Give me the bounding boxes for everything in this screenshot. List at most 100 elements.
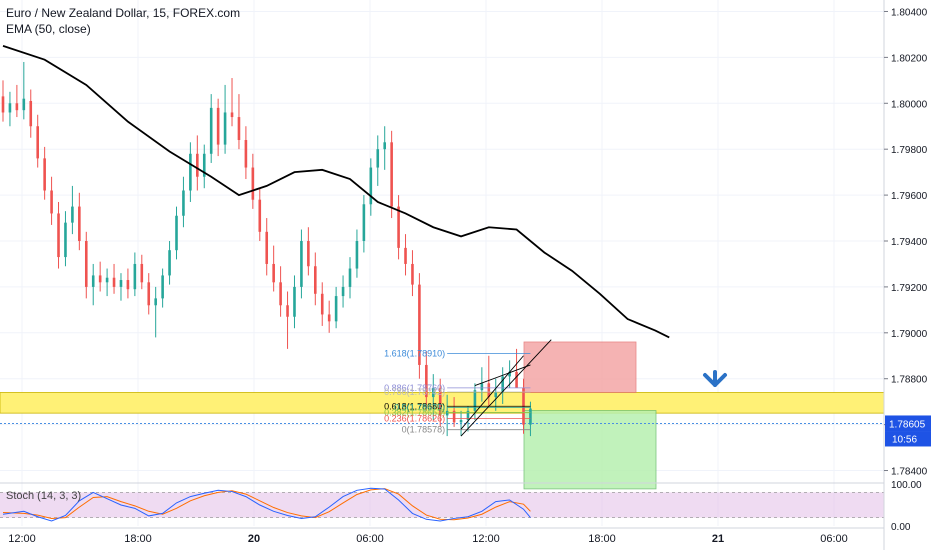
candle (327, 300, 331, 333)
candle (320, 282, 324, 326)
candle-body (355, 241, 359, 269)
candle (189, 142, 192, 202)
candle-body (43, 158, 46, 191)
candle-body (431, 387, 435, 398)
y-tick-label: 1.79000 (891, 329, 928, 340)
candle (244, 126, 248, 180)
candle (237, 94, 241, 150)
fib-level-label: 0(1.78578) (402, 425, 446, 435)
candle-body (98, 275, 102, 283)
candle (140, 254, 144, 290)
candle (501, 367, 504, 404)
candle-body (320, 293, 324, 315)
axes: 1.80400 1.80200 1.80000 1.79800 1.79600 1.794… (8, 0, 928, 550)
trendline-upper (460, 339, 552, 437)
candle (279, 266, 282, 317)
candle-body (341, 286, 345, 297)
y-tick-label: 1.78400 (891, 467, 928, 478)
candle-body (71, 206, 74, 223)
candle (84, 231, 88, 299)
fib-level-label: 0.886(1.78760) (384, 383, 445, 393)
candle-body (119, 280, 123, 287)
candle-body (126, 280, 130, 290)
candle-body (327, 314, 331, 322)
stoch-tick-label: 100.00 (891, 480, 922, 491)
candle (397, 195, 400, 260)
current-price-value: 1.78605 (889, 419, 926, 430)
candle-body (272, 263, 275, 283)
candle (293, 275, 296, 329)
x-tick-label: 18:00 (124, 533, 152, 545)
candle-body (209, 107, 213, 154)
fib-level-label: 0.236(1.78626) (384, 414, 445, 424)
candle (452, 397, 456, 427)
candle (223, 84, 227, 154)
candle-body (251, 167, 255, 200)
candle (473, 383, 477, 421)
trendline-lower (460, 355, 524, 430)
trendline-drawings (460, 339, 727, 437)
candle (459, 410, 463, 437)
candle-body (91, 275, 95, 287)
candle-body (202, 153, 206, 177)
candle-body (397, 206, 400, 248)
down-arrow-icon (703, 370, 727, 387)
candle (445, 394, 449, 437)
candle (133, 252, 137, 297)
candle (508, 360, 511, 388)
candle-body (459, 420, 463, 423)
candle-body (334, 296, 338, 322)
candle-body (348, 268, 352, 287)
candle-body (425, 364, 428, 398)
candle (411, 250, 414, 297)
candle (15, 84, 19, 118)
candle-body (168, 250, 171, 276)
candle-body (293, 286, 296, 317)
candle (362, 195, 366, 253)
fib-level-label: 0.786(1.78742) (384, 387, 445, 397)
candle-body (529, 408, 532, 425)
candle-body (216, 107, 220, 145)
candle-body (258, 199, 262, 232)
candle (8, 91, 12, 127)
candle (71, 185, 74, 235)
candle-body (418, 284, 421, 365)
y-tick-label: 1.79800 (891, 145, 928, 156)
candle (314, 252, 317, 306)
candle (251, 153, 255, 209)
candle (209, 94, 213, 163)
candle-body (8, 103, 12, 113)
candle (57, 201, 60, 269)
candle (494, 378, 498, 411)
candle-body (362, 204, 366, 241)
highlight-zones (0, 341, 885, 490)
candle (1, 80, 5, 122)
trendline-mid (474, 364, 531, 387)
candle-body (182, 190, 185, 216)
candle-body (279, 282, 282, 306)
indicator-label-stoch[interactable]: Stoch (14, 3, 3) (6, 490, 82, 502)
candle (182, 176, 185, 228)
chart-grid (0, 0, 884, 526)
countdown-badge (885, 431, 931, 447)
candle (369, 158, 373, 216)
candle (286, 291, 289, 349)
candle-body (300, 241, 303, 287)
candle-body (286, 305, 289, 317)
candle (258, 188, 262, 241)
stoch-k-line (2, 487, 531, 522)
candle-body (230, 112, 234, 118)
candle (418, 273, 421, 379)
x-tick-label: 18:00 (588, 533, 616, 545)
candle (376, 135, 380, 186)
chart-title: Euro / New Zealand Dollar, 15, FOREX.com (6, 6, 241, 20)
candle (147, 273, 151, 315)
candle-body (78, 206, 81, 241)
candle (91, 263, 95, 306)
candle-body (307, 241, 310, 267)
candle-body (50, 190, 53, 214)
candle (438, 378, 442, 427)
indicator-label-ema[interactable]: EMA (50, close) (6, 22, 91, 36)
candle-body (140, 263, 144, 283)
